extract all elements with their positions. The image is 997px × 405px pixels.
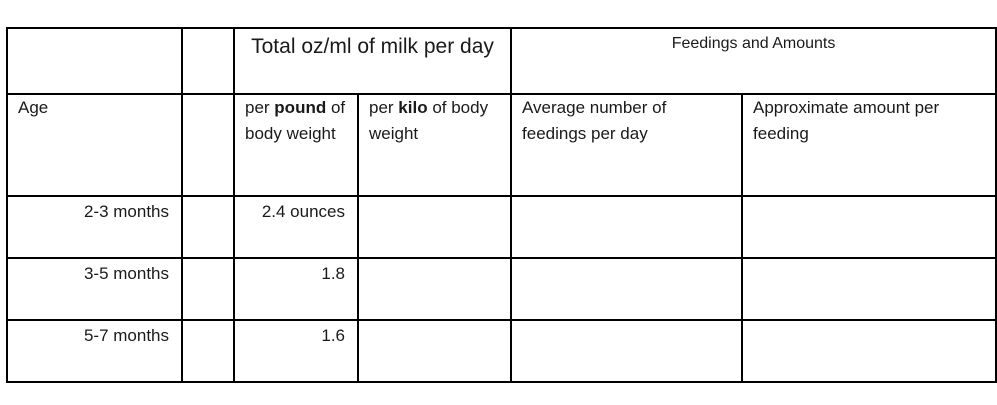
empty-header-cell — [6, 27, 183, 95]
table-header-row: Total oz/ml of milk per day Feedings and… — [6, 27, 997, 95]
empty-cell — [181, 319, 235, 383]
table-subheader-row: Age per pound of body weight per kilo of… — [6, 93, 997, 197]
milk-feeding-table: Total oz/ml of milk per day Feedings and… — [6, 27, 997, 383]
per-kilo-bold: kilo — [398, 98, 428, 117]
per-kilo-suffix: of body weight — [369, 98, 489, 143]
table-row: 2-3 months 2.4 ounces — [6, 195, 997, 259]
avg-feedings-header: Average number of feedings per day — [510, 93, 744, 197]
age-cell: 3-5 months — [6, 257, 183, 321]
approx-amount-cell — [741, 319, 997, 383]
empty-header-cell — [181, 27, 235, 95]
age-cell: 5-7 months — [6, 319, 183, 383]
per-pound-cell: 2.4 ounces — [233, 195, 359, 259]
age-header: Age — [6, 93, 183, 197]
per-pound-cell: 1.8 — [233, 257, 359, 321]
approx-amount-cell — [741, 257, 997, 321]
approx-amount-header: Approximate amount per feeding — [741, 93, 997, 197]
feedings-amounts-title: Feedings and Amounts — [510, 27, 997, 95]
per-pound-bold: pound — [274, 98, 327, 117]
approx-amount-cell — [741, 195, 997, 259]
avg-feedings-cell — [510, 257, 744, 321]
avg-feedings-cell — [510, 195, 744, 259]
per-pound-prefix: per — [245, 98, 275, 117]
total-milk-title: Total oz/ml of milk per day — [232, 27, 513, 95]
per-kilo-cell — [356, 257, 513, 321]
per-pound-cell: 1.6 — [233, 319, 359, 383]
table-row: 3-5 months 1.8 — [6, 257, 997, 321]
per-kilo-cell — [356, 195, 513, 259]
per-kilo-cell — [356, 319, 513, 383]
per-pound-suffix: of body weight — [245, 98, 346, 143]
age-cell: 2-3 months — [6, 195, 183, 259]
table-row: 5-7 months 1.6 — [6, 319, 997, 383]
empty-subheader-cell — [181, 93, 235, 197]
per-kilo-header: per kilo of body weight — [356, 93, 513, 197]
empty-cell — [181, 195, 235, 259]
per-pound-header: per pound of body weight — [233, 93, 359, 197]
per-kilo-prefix: per — [369, 98, 399, 117]
empty-cell — [181, 257, 235, 321]
avg-feedings-cell — [510, 319, 744, 383]
